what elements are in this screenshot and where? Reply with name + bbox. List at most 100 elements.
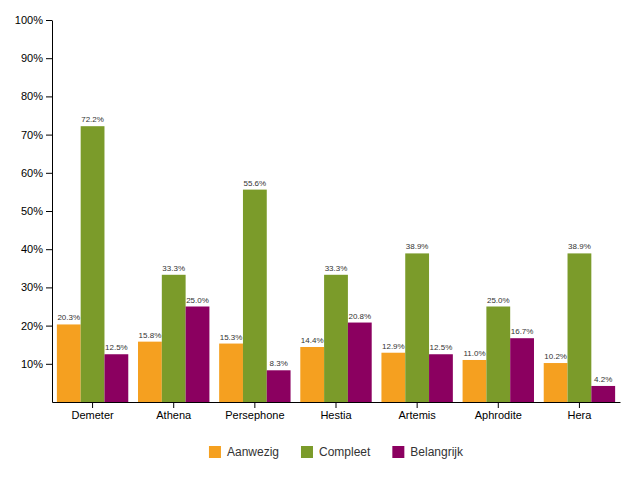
y-tick: 30%	[21, 281, 52, 293]
bar	[486, 307, 510, 403]
x-tick-mark	[254, 402, 255, 408]
x-tick-label: Demeter	[71, 409, 114, 421]
legend-swatch	[209, 446, 221, 458]
x-tick: Persephone	[225, 402, 284, 421]
data-label: 15.8%	[139, 331, 162, 340]
bar	[510, 338, 534, 402]
y-tick-label: 70%	[21, 129, 43, 141]
x-tick: Hestia	[320, 402, 352, 421]
x-tick: Athena	[156, 402, 192, 421]
y-tick-mark	[46, 211, 52, 212]
legend-item: Aanwezig	[209, 445, 279, 459]
y-tick-mark	[46, 58, 52, 59]
bar	[81, 126, 105, 402]
legend-label: Compleet	[319, 445, 371, 459]
y-tick-label: 80%	[21, 90, 43, 102]
bar	[243, 190, 267, 402]
data-label: 11.0%	[463, 349, 485, 358]
y-tick-label: 30%	[21, 281, 43, 293]
x-tick-label: Hestia	[320, 409, 352, 421]
y-axis-line	[52, 21, 53, 403]
legend-swatch	[392, 446, 404, 458]
x-tick-mark	[173, 402, 174, 408]
x-tick-mark	[579, 402, 580, 408]
y-tick-mark	[46, 326, 52, 327]
data-label: 8.3%	[270, 359, 288, 368]
bar	[463, 360, 487, 402]
y-tick-mark	[46, 96, 52, 97]
bars	[57, 126, 615, 402]
x-tick-mark	[498, 402, 499, 408]
y-tick-mark	[46, 287, 52, 288]
data-label: 38.9%	[406, 242, 429, 251]
y-tick-mark	[46, 135, 52, 136]
y-tick: 20%	[21, 320, 52, 332]
y-tick-mark	[46, 20, 52, 21]
data-label: 4.2%	[594, 375, 612, 384]
data-label: 12.5%	[105, 343, 128, 352]
data-label: 10.2%	[544, 352, 567, 361]
bar	[348, 323, 372, 402]
y-tick-label: 20%	[21, 320, 43, 332]
x-tick: Artemis	[399, 402, 437, 421]
y-tick-label: 50%	[21, 205, 43, 217]
bar-series	[81, 126, 592, 402]
x-tick-label: Athena	[156, 409, 192, 421]
data-label: 16.7%	[511, 327, 534, 336]
x-tick-label: Hera	[568, 409, 593, 421]
y-tick: 50%	[21, 205, 52, 217]
bar	[591, 386, 615, 402]
y-tick: 90%	[21, 52, 52, 64]
bar	[219, 344, 243, 402]
data-label: 20.8%	[348, 312, 371, 321]
y-tick-mark	[46, 364, 52, 365]
data-label: 55.6%	[244, 179, 267, 188]
bar	[381, 353, 405, 402]
legend-label: Belangrijk	[410, 445, 464, 459]
y-tick-label: 40%	[21, 243, 43, 255]
legend-swatch	[301, 446, 313, 458]
x-tick-label: Persephone	[225, 409, 284, 421]
legend-item: Belangrijk	[392, 445, 464, 459]
bar	[405, 253, 429, 402]
bar	[300, 347, 324, 402]
x-tick-mark	[336, 402, 337, 408]
bar	[186, 307, 210, 403]
data-label: 72.2%	[81, 115, 104, 124]
x-tick-label: Aphrodite	[475, 409, 522, 421]
bar	[324, 275, 348, 402]
data-label: 25.0%	[186, 296, 209, 305]
legend-label: Aanwezig	[227, 445, 279, 459]
data-label: 20.3%	[57, 313, 80, 322]
plot-area: Demeter Athena Persephone Hestia Artemis Aphr…	[15, 14, 621, 421]
x-tick: Demeter	[71, 402, 114, 421]
x-axis: Demeter Athena Persephone Hestia Artemis Aphr…	[53, 402, 621, 421]
chart: Demeter Athena Persephone Hestia Artemis Aphr…	[0, 0, 640, 480]
y-tick-label: 60%	[21, 167, 43, 179]
bar	[162, 275, 186, 402]
y-tick: 10%	[21, 358, 52, 370]
y-tick: 100%	[15, 14, 52, 26]
x-tick: Aphrodite	[475, 402, 522, 421]
bar	[267, 370, 291, 402]
bar	[568, 253, 592, 402]
data-label: 12.5%	[430, 343, 453, 352]
bar	[138, 342, 162, 402]
x-tick-mark	[417, 402, 418, 408]
data-label: 25.0%	[487, 296, 510, 305]
data-label: 15.3%	[220, 333, 243, 342]
y-tick-mark	[46, 173, 52, 174]
x-tick-label: Artemis	[399, 409, 437, 421]
y-tick: 80%	[21, 90, 52, 102]
y-tick-label: 100%	[15, 14, 43, 26]
y-axis: 10% 20% 30% 40% 50% 60% 70% 80% 90% 100%	[15, 14, 53, 402]
y-tick-label: 90%	[21, 52, 43, 64]
y-tick-label: 10%	[21, 358, 43, 370]
y-tick: 70%	[21, 129, 52, 141]
bar	[429, 354, 453, 402]
bar	[104, 354, 128, 402]
y-tick: 60%	[21, 167, 52, 179]
legend: Aanwezig Compleet Belangrijk	[209, 445, 464, 459]
data-label: 14.4%	[301, 336, 324, 345]
x-tick: Hera	[568, 402, 593, 421]
